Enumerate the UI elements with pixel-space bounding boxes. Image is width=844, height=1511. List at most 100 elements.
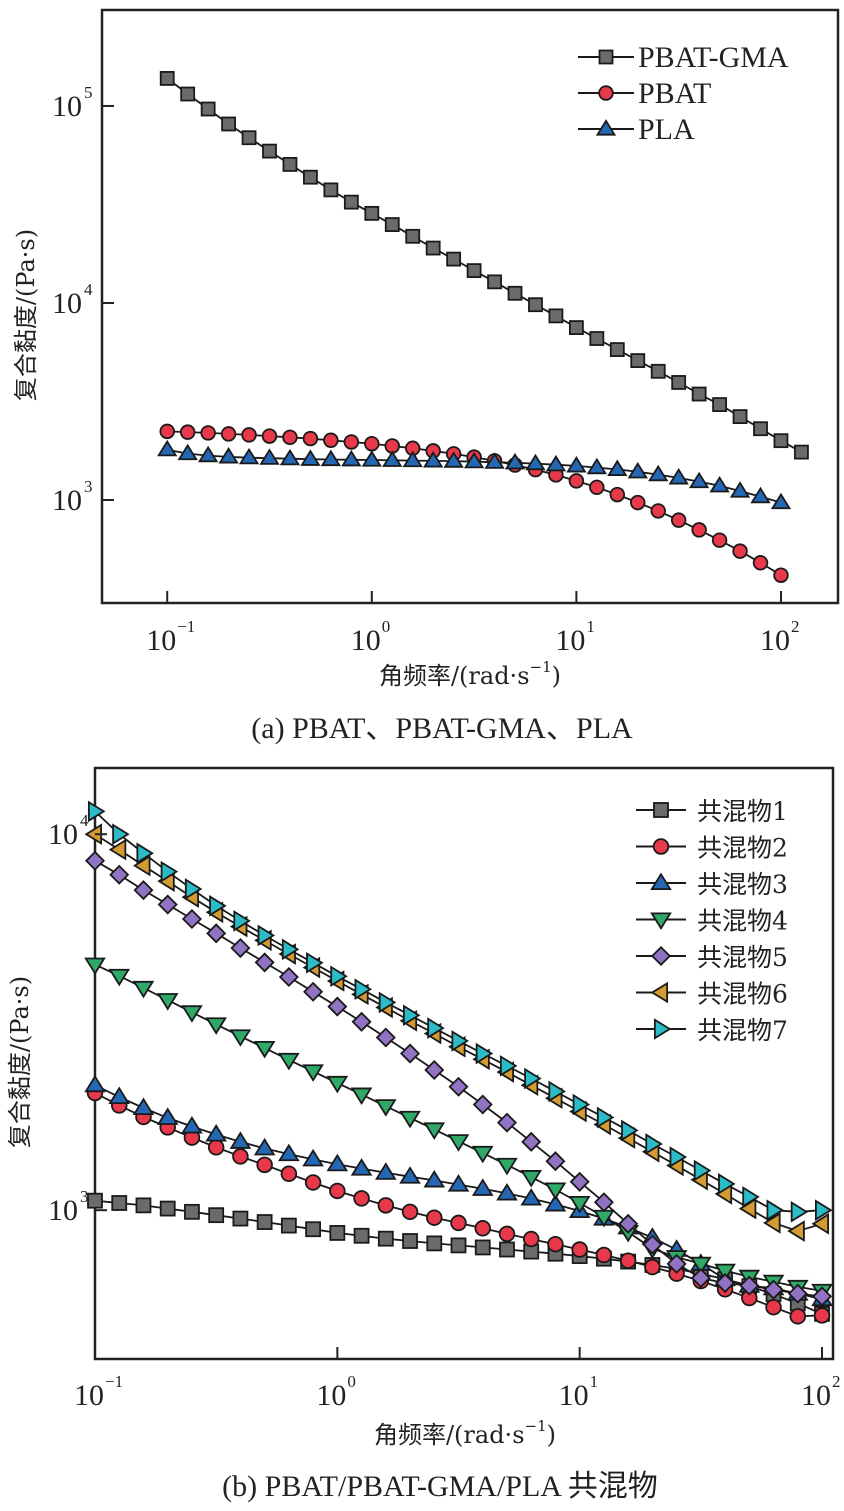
series-4-point: [520, 1170, 543, 1188]
series-6-point: [133, 854, 151, 877]
series-7-point: [330, 965, 348, 988]
series-1: [159, 71, 809, 460]
series-3-point: [320, 449, 342, 467]
series-1-point: [323, 182, 339, 198]
series-1-point: [343, 194, 359, 210]
x-tick-label: 10: [351, 624, 381, 657]
chart-a-plot-area: [157, 71, 809, 583]
series-3-point: [279, 448, 301, 466]
legend-marker: [653, 802, 669, 818]
series-2: [159, 423, 789, 583]
series-5-point: [715, 1273, 736, 1294]
series-4-point: [278, 1052, 300, 1071]
series-5-point: [787, 1283, 808, 1304]
series-1-point: [402, 1233, 418, 1249]
series-7-point: [499, 1055, 518, 1077]
series-1-point: [159, 71, 175, 86]
legend-marker: [653, 1018, 672, 1040]
series-3-point: [278, 1143, 300, 1162]
series-2-line: [94, 1092, 823, 1318]
series-2-point: [232, 1148, 249, 1165]
series-4-point: [375, 1099, 397, 1117]
y-tick-label: 10: [48, 1194, 78, 1227]
series-1-point: [426, 1235, 443, 1252]
series-1-point: [384, 217, 400, 232]
series-7-point: [184, 878, 203, 900]
series-3-point: [181, 1115, 203, 1134]
series-5-point: [666, 1253, 687, 1274]
series-4-point: [544, 1182, 567, 1200]
series-1-point: [425, 240, 441, 256]
x-tick-label: 10: [559, 1379, 589, 1412]
series-1-point: [329, 1225, 346, 1241]
chart-a-x-axis: 10 −1 10 0 10 1 10 2: [146, 591, 799, 657]
series-1-point: [474, 1239, 491, 1256]
series-2-point: [302, 430, 319, 447]
series-7: [87, 800, 833, 1223]
series-3-point: [341, 449, 362, 467]
series-2-point: [773, 567, 789, 583]
series-5-point: [230, 938, 251, 959]
legend-label: 共混物7: [697, 1016, 788, 1045]
series-4-point: [423, 1122, 446, 1140]
series-2-point: [547, 1235, 564, 1253]
series-3-point: [520, 1188, 543, 1206]
series-1-point: [446, 251, 462, 267]
series-3-point: [361, 450, 382, 467]
series-3-point: [586, 457, 607, 475]
series-3-point: [84, 1074, 106, 1093]
series-3-point: [607, 459, 628, 476]
series-2-point: [159, 423, 175, 440]
legend-item: 共混物4: [636, 907, 788, 936]
series-1-point: [87, 1192, 103, 1209]
series-7-point: [136, 842, 154, 865]
chart-b-y-axis-title: 复合黏度/(Pa·s): [6, 976, 34, 1148]
y-tick-label: 10: [52, 90, 82, 123]
series-5-point: [739, 1275, 760, 1296]
series-1-point: [159, 1200, 176, 1217]
legend-marker: [652, 838, 670, 855]
series-1-point: [208, 1207, 225, 1224]
y-tick-label-exponent: 4: [80, 811, 89, 830]
series-1-point: [241, 130, 257, 146]
series-2-point: [813, 1307, 831, 1324]
series-5-point: [763, 1279, 784, 1300]
series-1-point: [405, 228, 421, 244]
chart-b-caption: (b) PBAT/PBAT-GMA/PLA 共混物: [222, 1470, 658, 1503]
series-3-point: [484, 452, 505, 469]
series-1-point: [262, 143, 277, 159]
series-1-point: [111, 1195, 128, 1211]
series-1-point: [180, 86, 196, 102]
legend-label: PBAT: [638, 77, 711, 110]
series-4: [84, 957, 833, 1302]
series-5-point: [593, 1192, 614, 1213]
series-7-point: [306, 951, 324, 974]
series-7-point: [403, 1004, 421, 1027]
series-3-point: [545, 454, 567, 472]
x-tick-label: 10: [146, 624, 176, 657]
series-2-point: [711, 532, 728, 548]
series-3-point: [668, 468, 689, 485]
series-1-point: [499, 1241, 515, 1258]
series-3-point: [525, 453, 546, 471]
series-1-point: [589, 331, 605, 346]
x-tick-label-exponent: 2: [791, 617, 800, 636]
x-tick-label-exponent: 1: [590, 1372, 599, 1391]
series-4-point: [447, 1134, 470, 1152]
series-1-point: [221, 116, 236, 132]
series-3-point: [504, 452, 526, 470]
series-7-point: [233, 910, 251, 932]
series-3-point: [205, 1124, 227, 1142]
series-1-point: [466, 263, 482, 279]
x-tick-label: 10: [555, 624, 585, 657]
series-1-point: [568, 320, 584, 335]
series-2-point: [377, 1197, 395, 1214]
series-1-point: [377, 1230, 394, 1247]
series-5-point: [351, 1011, 372, 1032]
legend-item: 共混物1: [636, 797, 788, 826]
series-1-point: [184, 1203, 200, 1220]
chart-a-x-axis-title: 角频率/(rad·s−1): [379, 658, 561, 690]
series-5-point: [278, 967, 299, 988]
